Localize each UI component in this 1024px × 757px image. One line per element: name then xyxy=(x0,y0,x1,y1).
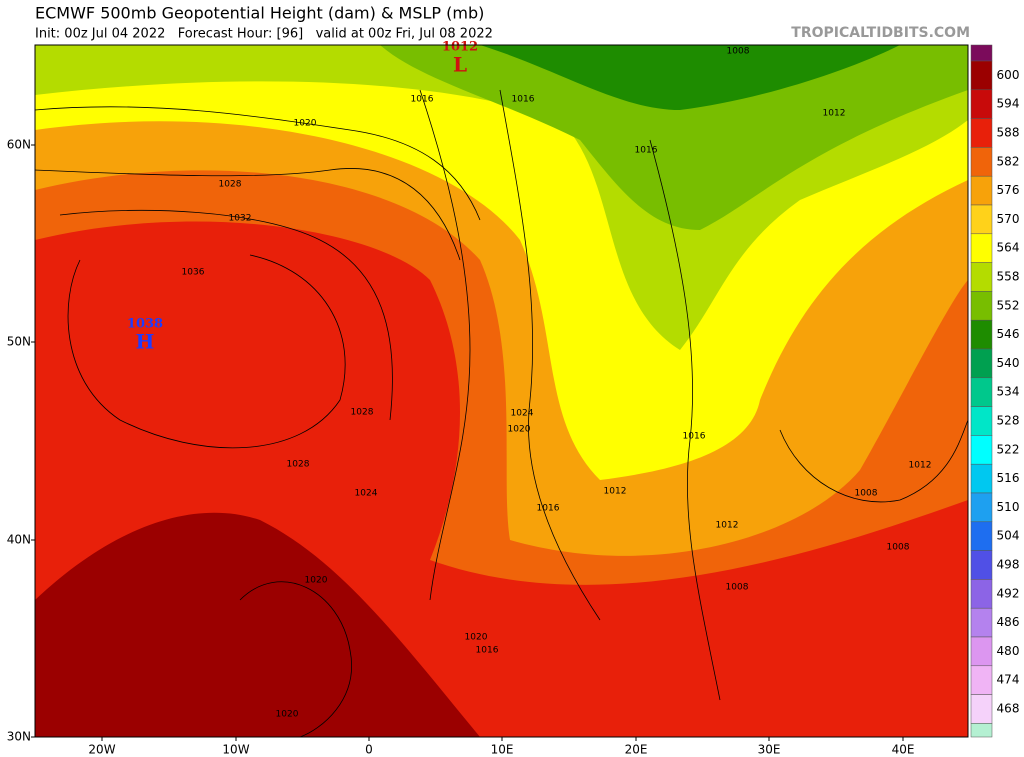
colorbar-label: 504 xyxy=(997,529,1020,543)
isobar-label: 1016 xyxy=(512,95,535,105)
lat-label: 50N xyxy=(7,335,31,349)
lon-label: 40E xyxy=(892,743,915,757)
colorbar-label: 546 xyxy=(997,327,1020,341)
isobar-label: 1016 xyxy=(635,146,658,156)
colorbar-cell xyxy=(970,463,993,494)
isobar-label: 1020 xyxy=(305,576,328,586)
colorbar-cell xyxy=(970,147,993,177)
colorbar-cell xyxy=(970,636,993,667)
source: TROPICALTIDBITS.COM xyxy=(791,25,970,41)
lat-label: 40N xyxy=(7,533,31,547)
colorbar-cell xyxy=(970,579,993,609)
colorbar-cell xyxy=(970,44,993,62)
colorbar-label: 480 xyxy=(997,644,1020,658)
isobar-label: 1012 xyxy=(823,109,846,119)
colorbar-cell xyxy=(970,291,993,321)
center-symbol: H xyxy=(136,330,155,354)
isobar-label: 1008 xyxy=(727,47,750,57)
colorbar-label: 594 xyxy=(997,97,1020,111)
isobar-label: 1032 xyxy=(229,214,252,224)
isobar-label: 1020 xyxy=(465,633,488,643)
isobar-label: 1012 xyxy=(909,461,932,471)
isobar-label: 1036 xyxy=(182,268,205,278)
lat-label: 30N xyxy=(7,730,31,744)
colorbar-label: 486 xyxy=(997,615,1020,629)
isobar-label: 1008 xyxy=(855,489,878,499)
colorbar-label: 492 xyxy=(997,586,1020,600)
lon-label: 20E xyxy=(625,743,648,757)
colorbar-cell xyxy=(970,175,993,206)
colorbar-cell xyxy=(970,607,993,638)
center-value: 1012 xyxy=(442,40,478,55)
isobar-label: 1020 xyxy=(276,710,299,720)
colorbar-label: 516 xyxy=(997,471,1020,485)
colorbar-label: 474 xyxy=(997,673,1020,687)
colorbar-label: 468 xyxy=(997,702,1020,716)
isobar-label: 1028 xyxy=(219,180,242,190)
isobar-label: 1028 xyxy=(351,408,374,418)
colorbar-cell xyxy=(970,723,993,738)
center-value: 1038 xyxy=(127,317,163,332)
isobar-label: 1016 xyxy=(411,95,434,105)
colorbar-cell xyxy=(970,89,993,119)
colorbar-label: 534 xyxy=(997,385,1020,399)
colorbar-cell xyxy=(970,60,993,91)
subtitle: Init: 00z Jul 04 2022 Forecast Hour: [96… xyxy=(35,27,493,42)
isobar-label: 1008 xyxy=(726,583,749,593)
colorbar-label: 582 xyxy=(997,154,1020,168)
colorbar-cell xyxy=(970,521,993,551)
lon-label: 10W xyxy=(222,743,249,757)
colorbar-label: 600 xyxy=(997,68,1020,82)
colorbar-label: 588 xyxy=(997,126,1020,140)
isobar-label: 1012 xyxy=(604,487,627,497)
colorbar-cell xyxy=(970,319,993,350)
lon-label: 10E xyxy=(491,743,514,757)
colorbar-label: 570 xyxy=(997,212,1020,226)
colorbar-cell xyxy=(970,550,993,580)
isobar-label: 1012 xyxy=(716,521,739,531)
colorbar-cell xyxy=(970,377,993,407)
colorbar-label: 576 xyxy=(997,183,1020,197)
isobar-label: 1016 xyxy=(537,504,560,514)
colorbar-label: 558 xyxy=(997,270,1020,284)
colorbar-cell xyxy=(970,435,993,465)
lat-label: 60N xyxy=(7,138,31,152)
lon-label: 20W xyxy=(88,743,115,757)
colorbar-cell xyxy=(970,262,993,292)
isobar-label: 1028 xyxy=(287,460,310,470)
colorbar-cell xyxy=(970,118,993,148)
colorbar-cell xyxy=(970,204,993,235)
colorbar-cell xyxy=(970,348,993,379)
isobar-label: 1024 xyxy=(511,409,534,419)
colorbar-cell xyxy=(970,233,993,263)
isobar-label: 1016 xyxy=(683,432,706,442)
colorbar-label: 528 xyxy=(997,414,1020,428)
isobar-label: 1020 xyxy=(294,119,317,129)
colorbar-cell xyxy=(970,694,993,724)
colorbar-label: 564 xyxy=(997,241,1020,255)
colorbar-label: 552 xyxy=(997,298,1020,312)
lon-label: 0 xyxy=(365,743,373,757)
colorbar-cell xyxy=(970,665,993,695)
title: ECMWF 500mb Geopotential Height (dam) & … xyxy=(35,4,484,23)
colorbar-label: 540 xyxy=(997,356,1020,370)
colorbar-cell xyxy=(970,406,993,436)
lon-label: 30E xyxy=(758,743,781,757)
colorbar-label: 522 xyxy=(997,442,1020,456)
isobar-label: 1024 xyxy=(355,489,378,499)
center-symbol: L xyxy=(453,53,467,77)
colorbar-label: 510 xyxy=(997,500,1020,514)
isobar-label: 1008 xyxy=(887,543,910,553)
colorbar-cell xyxy=(970,492,993,523)
isobar-label: 1020 xyxy=(508,425,531,435)
isobar-label: 1016 xyxy=(476,646,499,656)
map xyxy=(34,45,969,738)
colorbar-label: 498 xyxy=(997,558,1020,572)
